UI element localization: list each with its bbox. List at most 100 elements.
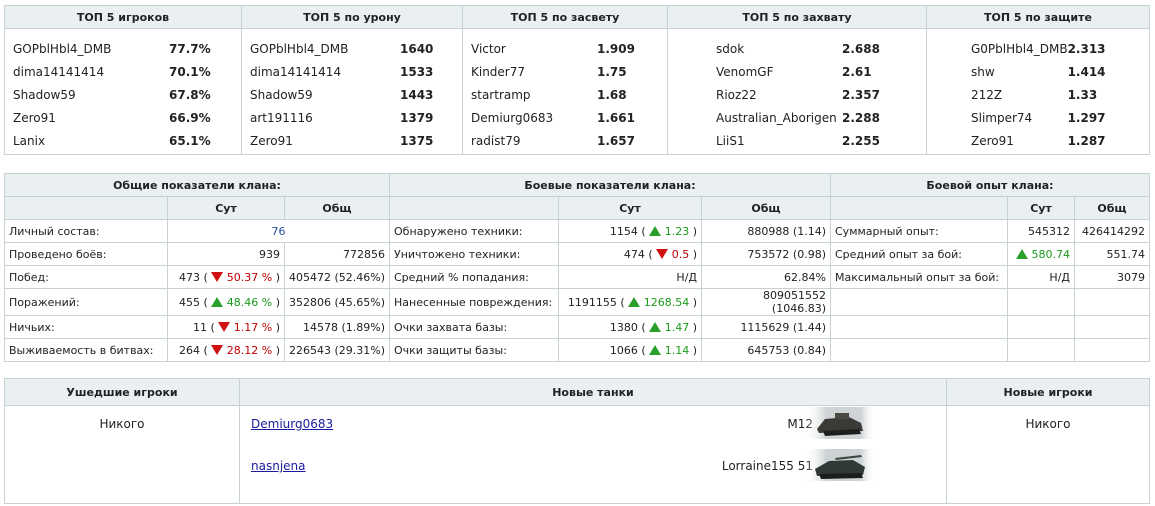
rank-row: Kinder77 1.75: [463, 60, 667, 83]
player-name: GOPblHbl4_DMB: [13, 41, 112, 56]
new-players-empty: Никого: [1025, 417, 1071, 431]
col-sut: Сут: [167, 196, 285, 220]
stat-sut: 264 ( 28.12 % ): [167, 338, 285, 362]
stats-row: Выживаемость в битвах: 264 ( 28.12 % ) 2…: [4, 338, 1150, 362]
stat-label: Обнаружено техники:: [389, 219, 559, 243]
player-name: Demiurg0683: [471, 110, 554, 125]
player-name: radist79: [471, 133, 521, 148]
tank-image: [805, 449, 875, 481]
player-value: 1.657: [597, 133, 635, 148]
player-value: 2.255: [842, 133, 880, 148]
rank-row: dima14141414 1533: [242, 60, 462, 83]
top5-spotting-cell: Victor 1.909 Kinder77 1.75 startramp 1.68 D…: [462, 28, 668, 155]
player-name: Australian_Aborigen: [716, 110, 837, 125]
down-arrow-icon: [211, 344, 224, 355]
stats-row: Личный состав: 76 Обнаружено техники: 11…: [4, 219, 1150, 243]
player-value: 2.61: [842, 64, 872, 79]
stat-label: Уничтожено техники:: [389, 242, 559, 266]
player-value: 2.288: [842, 110, 880, 125]
rank-row: VenomGF 2.61: [668, 60, 926, 83]
down-arrow-icon: [211, 271, 224, 282]
rank-row: G0PblHbl4_DMB 2.313: [927, 37, 1149, 60]
player-value: 1379: [400, 110, 434, 125]
player-name: Slimper74: [971, 110, 1033, 125]
rank-row: Victor 1.909: [463, 37, 667, 60]
top5-header-spotting: ТОП 5 по засвету: [462, 5, 668, 29]
player-name: Shadow59: [250, 87, 313, 102]
stat-label: Средний % попадания:: [389, 265, 559, 289]
player-value: 1533: [400, 64, 434, 79]
rank-row: shw 1.414: [927, 60, 1149, 83]
player-value: 1443: [400, 87, 434, 102]
player-value: 1640: [400, 41, 434, 56]
player-name: VenomGF: [716, 64, 774, 79]
up-arrow-icon: [649, 344, 662, 355]
player-value: 1.909: [597, 41, 635, 56]
top5-header-damage: ТОП 5 по урону: [241, 5, 463, 29]
rank-row: Shadow59 1443: [242, 83, 462, 106]
stat-total: 809051552 (1046.83): [701, 288, 831, 316]
stat-sut: 1066 ( 1.14 ): [558, 338, 702, 362]
left-players-empty: Никого: [99, 417, 145, 431]
rank-row: dima14141414 70.1%: [5, 60, 241, 83]
player-value: 1.68: [597, 87, 627, 102]
player-name: LiiS1: [716, 133, 745, 148]
stat-sut: 1380 ( 1.47 ): [558, 315, 702, 339]
top5-defense-cell: G0PblHbl4_DMB 2.313 shw 1.414 212Z 1.33 Sli…: [926, 28, 1150, 155]
stat-label: Нанесенные повреждения:: [389, 288, 559, 316]
stat-total: 772856: [284, 242, 390, 266]
new-tanks-header: Новые танки: [239, 378, 947, 406]
player-value: 2.313: [1067, 41, 1106, 56]
player-value: 1.414: [1067, 64, 1106, 79]
left-players-cell: Никого: [4, 405, 240, 504]
rank-row: Zero91 66.9%: [5, 106, 241, 129]
top5-header-defense: ТОП 5 по защите: [926, 5, 1150, 29]
stat-total: 3079: [1074, 265, 1150, 289]
exp-stats-header: Боевой опыт клана:: [830, 173, 1150, 197]
stat-label: Поражений:: [4, 288, 168, 316]
col-sut: Сут: [1007, 196, 1075, 220]
stat-total: 645753 (0.84): [701, 338, 831, 362]
player-name: G0PblHbl4_DMB: [971, 41, 1068, 56]
stat-sut: 11 ( 1.17 % ): [167, 315, 285, 339]
player-link[interactable]: Demiurg0683: [251, 417, 334, 431]
stat-label: Средний опыт за бой:: [830, 242, 1008, 266]
stat-total: 551.74: [1074, 242, 1150, 266]
stat-label: Побед:: [4, 265, 168, 289]
up-arrow-icon: [1016, 248, 1028, 259]
player-name: sdok: [716, 41, 745, 56]
stats-row: Побед: 473 ( 50.37 % ) 405472 (52.46%) С…: [4, 265, 1150, 289]
player-value: 1.75: [597, 64, 627, 79]
stat-sut: 1154 ( 1.23 ): [558, 219, 702, 243]
player-value: 1.297: [1067, 110, 1106, 125]
rank-row: Lanix 65.1%: [5, 129, 241, 152]
stat-sut: 474 ( 0.5 ): [558, 242, 702, 266]
stat-total: 426414292: [1074, 219, 1150, 243]
player-value: 2.688: [842, 41, 880, 56]
clan-stats-table: Общие показатели клана: Боевые показател…: [4, 173, 1150, 362]
stat-sut: Н/Д: [1007, 265, 1075, 289]
col-total: Общ: [1074, 196, 1150, 220]
player-name: dima14141414: [13, 64, 105, 79]
player-value: 1.661: [597, 110, 635, 125]
stat-sut: 473 ( 50.37 % ): [167, 265, 285, 289]
player-value: 77.7%: [169, 41, 211, 56]
stat-label: Ничьих:: [4, 315, 168, 339]
rank-row: sdok 2.688: [668, 37, 926, 60]
rank-row: startramp 1.68: [463, 83, 667, 106]
top5-players-cell: GOPblHbl4_DMB 77.7% dima14141414 70.1% Sha…: [4, 28, 242, 155]
rank-row: Shadow59 67.8%: [5, 83, 241, 106]
player-name: Zero91: [13, 110, 56, 125]
stat-total: 226543 (29.31%): [284, 338, 390, 362]
stats-row: Проведено боёв: 939 772856 Уничтожено те…: [4, 242, 1150, 266]
tank-name: Lorraine155 51: [721, 459, 813, 473]
top5-damage-cell: GOPblHbl4_DMB 1640 dima14141414 1533 Shado…: [241, 28, 463, 155]
stat-total: 1115629 (1.44): [701, 315, 831, 339]
rank-row: radist79 1.657: [463, 129, 667, 152]
col-sut: Сут: [558, 196, 702, 220]
player-value: 1375: [400, 133, 434, 148]
up-arrow-icon: [649, 225, 662, 236]
stat-total: 405472 (52.46%): [284, 265, 390, 289]
player-name: Lanix: [13, 133, 46, 148]
player-link[interactable]: nasnjena: [251, 459, 306, 473]
